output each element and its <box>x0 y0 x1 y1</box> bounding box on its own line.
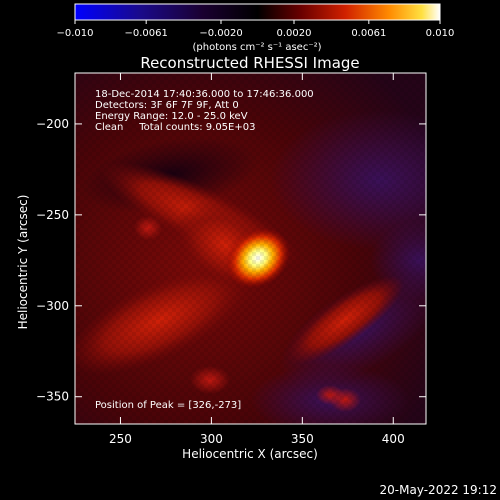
y-tick-label: −200 <box>36 117 69 131</box>
colorbar-tick-label: −0.0020 <box>199 28 242 39</box>
x-tick-label: 400 <box>382 432 405 446</box>
chart-title: Reconstructed RHESSI Image <box>140 54 359 72</box>
colorbar-tick-label: 0.0061 <box>351 28 386 39</box>
y-axis-ticks: −200 −250 −300 −350 <box>36 117 426 404</box>
y-tick-label: −250 <box>36 208 69 222</box>
x-tick-label: 350 <box>291 432 314 446</box>
colorbar <box>74 3 441 21</box>
x-axis-label: Heliocentric X (arcsec) <box>182 447 318 461</box>
x-tick-label: 300 <box>200 432 223 446</box>
y-axis-label: Heliocentric Y (arcsec) <box>16 195 30 330</box>
footer-timestamp: 20-May-2022 19:12 <box>380 483 497 497</box>
annotation-detectors: Detectors: 3F 6F 7F 9F, Att 0 <box>95 100 239 111</box>
colorbar-tick-label: 0.0020 <box>277 28 312 39</box>
x-axis-ticks: 250 300 350 400 <box>109 73 405 446</box>
colorbar-units: (photons cm⁻² s⁻¹ asec⁻²) <box>192 42 321 53</box>
colorbar-tick-label: −0.0061 <box>124 28 167 39</box>
annotation-clean-counts: Clean Total counts: 9.05E+03 <box>95 122 255 133</box>
heatmap-image <box>75 73 426 424</box>
colorbar-tick-label: 0.010 <box>426 28 455 39</box>
annotation-energy-range: Energy Range: 12.0 - 25.0 keV <box>95 111 248 122</box>
colorbar-ticks: −0.010 −0.0061 −0.0020 0.0020 0.0061 0.010 <box>56 20 454 39</box>
y-tick-label: −350 <box>36 390 69 404</box>
x-tick-label: 250 <box>109 432 132 446</box>
peak-position-label: Position of Peak = [326,-273] <box>95 400 241 411</box>
y-tick-label: −300 <box>36 299 69 313</box>
plot-frame <box>74 72 427 425</box>
annotation-time-range: 18-Dec-2014 17:40:36.000 to 17:46:36.000 <box>95 89 314 100</box>
colorbar-tick-label: −0.010 <box>56 28 93 39</box>
